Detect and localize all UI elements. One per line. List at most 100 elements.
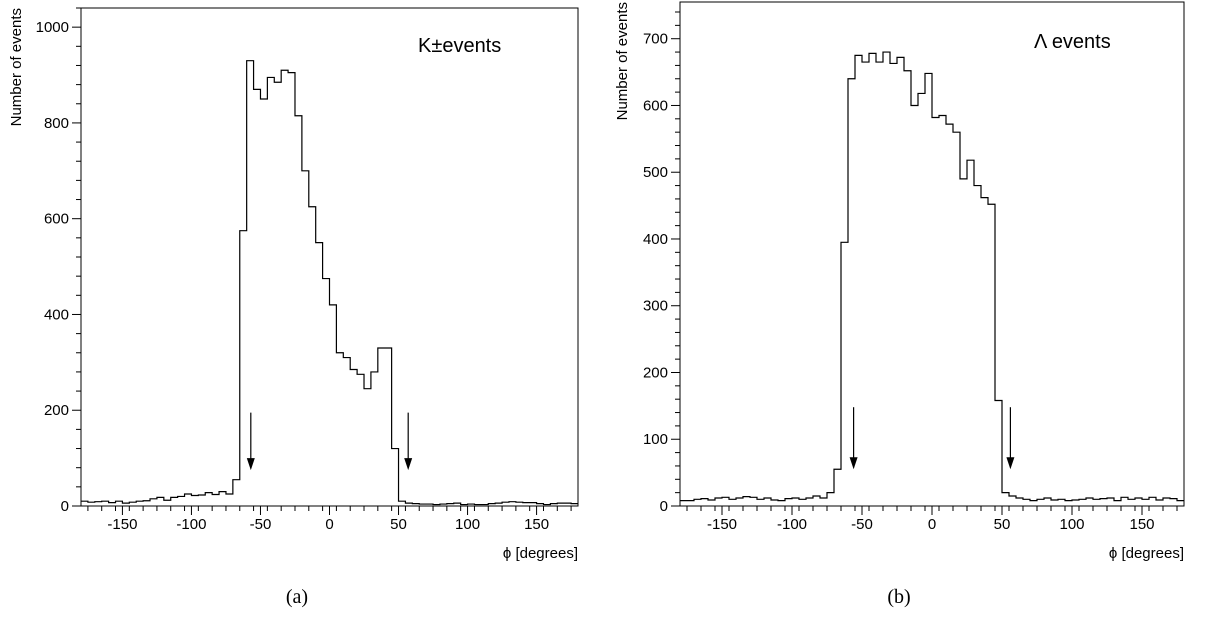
y-axis-title: Number of events	[8, 8, 25, 126]
histogram-bin	[502, 502, 509, 506]
histogram-bin	[1170, 499, 1177, 506]
histogram-bin	[212, 495, 219, 506]
x-tick-label: 150	[524, 516, 549, 533]
histogram-bin	[701, 499, 708, 506]
y-axis-title: Number of events	[614, 2, 631, 120]
x-axis-title: ϕ [degrees]	[1109, 545, 1184, 562]
histogram-bin	[953, 132, 960, 506]
histogram-bin	[364, 389, 371, 506]
histogram-bin	[288, 73, 295, 506]
histogram-bin	[890, 63, 897, 506]
histogram-bin	[897, 57, 904, 506]
histogram-bin	[267, 77, 274, 506]
histogram-bin	[454, 503, 461, 506]
histogram-bin	[708, 500, 715, 506]
histogram-bin	[392, 449, 399, 506]
histogram-bin	[1156, 500, 1163, 506]
histogram-bin	[771, 500, 778, 506]
histogram-bin	[136, 501, 143, 506]
histogram-bin	[680, 501, 687, 506]
histogram-bin	[523, 503, 530, 506]
series-annotation: K±events	[418, 35, 501, 57]
histogram-bin	[171, 497, 178, 506]
histogram-bin	[1030, 501, 1037, 506]
histogram-bin	[1023, 499, 1030, 506]
histogram-bin	[537, 504, 544, 506]
histogram-bin	[240, 231, 247, 506]
histogram-bin	[1044, 498, 1051, 506]
histogram-bin	[474, 505, 481, 506]
histogram-bin	[820, 498, 827, 506]
histogram-bin	[350, 370, 357, 506]
y-tick-label: 700	[643, 31, 668, 48]
histogram-bin	[981, 198, 988, 506]
histogram-bin	[571, 504, 578, 506]
histogram-bin	[164, 500, 171, 506]
histogram-b: -150 -100 -50 0 50 100 15001002003004005006007…	[606, 0, 1206, 580]
histogram-bin	[247, 61, 254, 506]
histogram-bin	[323, 279, 330, 506]
histogram-bin	[316, 243, 323, 506]
histogram-bin	[336, 353, 343, 506]
histogram-bin	[481, 505, 488, 506]
histogram-bin	[295, 116, 302, 506]
x-tick-label: -50	[851, 516, 873, 533]
chart-panel-a: -150 -100 -50 0 50 100 150 0 200 400 600 800 1000 Num…	[0, 0, 600, 617]
histogram-bin	[1086, 498, 1093, 506]
x-tick-label: 50	[994, 516, 1011, 533]
x-tick-label: -50	[250, 516, 272, 533]
caption-b: (b)	[869, 586, 929, 609]
y-tick-label: 600	[44, 211, 69, 228]
cut-arrow-head	[1006, 457, 1014, 469]
histogram-bin	[1072, 500, 1079, 506]
histogram-bin	[925, 73, 932, 506]
y-tick-label: 500	[643, 164, 668, 181]
x-tick-label: 0	[325, 516, 333, 533]
histogram-bin	[302, 171, 309, 506]
histogram-bin	[834, 469, 841, 506]
histogram-bin	[743, 497, 750, 506]
histogram-bin	[778, 501, 785, 506]
histogram-bin	[357, 374, 364, 506]
x-axis-title: ϕ [degrees]	[503, 545, 578, 562]
histogram-bin	[1093, 499, 1100, 506]
histogram-bin	[883, 52, 890, 506]
histogram-bin	[433, 505, 440, 506]
histogram-bin	[412, 504, 419, 506]
histogram-bin	[750, 497, 757, 506]
histogram-bin	[1037, 499, 1044, 506]
histogram-bin	[468, 504, 475, 506]
histogram-bin	[516, 502, 523, 506]
histogram-bin	[198, 495, 205, 506]
histogram-bin	[813, 496, 820, 506]
histogram-bin	[399, 501, 406, 506]
histogram-bin	[918, 93, 925, 506]
histogram-bin	[869, 53, 876, 506]
histogram-bin	[157, 497, 164, 506]
histogram-bin	[81, 501, 88, 506]
histogram-bin	[988, 204, 995, 506]
histogram-bin	[116, 501, 123, 506]
histogram-bin	[757, 499, 764, 506]
histogram-bin	[219, 492, 226, 506]
histogram-bin	[995, 401, 1002, 506]
histogram-bin	[729, 499, 736, 506]
histogram-bin	[530, 503, 537, 506]
histogram-bin	[1107, 498, 1114, 506]
histogram-bin	[1079, 499, 1086, 506]
histogram-bin	[254, 89, 261, 506]
histogram-bin	[736, 498, 743, 506]
x-tick-label: -150	[107, 516, 137, 533]
histogram-bin	[1142, 499, 1149, 506]
y-tick-label: 600	[643, 97, 668, 114]
histogram-bin	[939, 115, 946, 506]
x-tick-label: 150	[1129, 516, 1154, 533]
histogram-bin	[1065, 501, 1072, 506]
y-tick-label: 0	[61, 498, 69, 515]
y-tick-label: 100	[643, 431, 668, 448]
y-tick-label: 200	[643, 364, 668, 381]
histogram-bin	[405, 503, 412, 506]
histogram-bin	[960, 179, 967, 506]
histogram-bin	[102, 501, 109, 506]
histogram-bin	[426, 504, 433, 506]
